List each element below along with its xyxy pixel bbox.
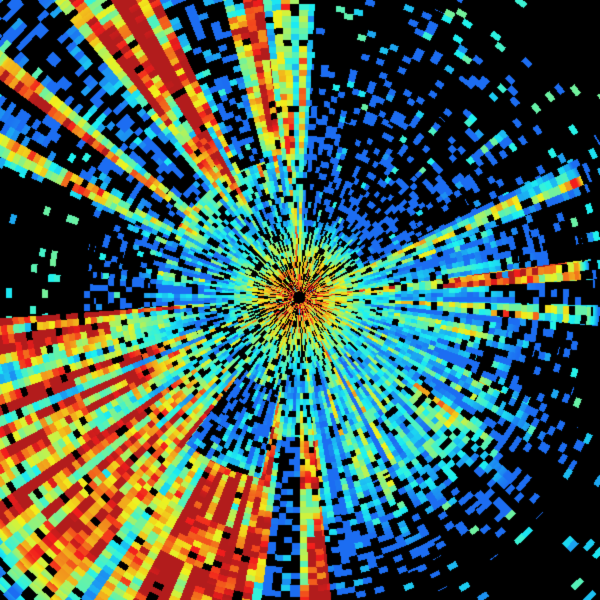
- radar-heatmap-canvas: [0, 0, 600, 600]
- radar-scan-view: [0, 0, 600, 600]
